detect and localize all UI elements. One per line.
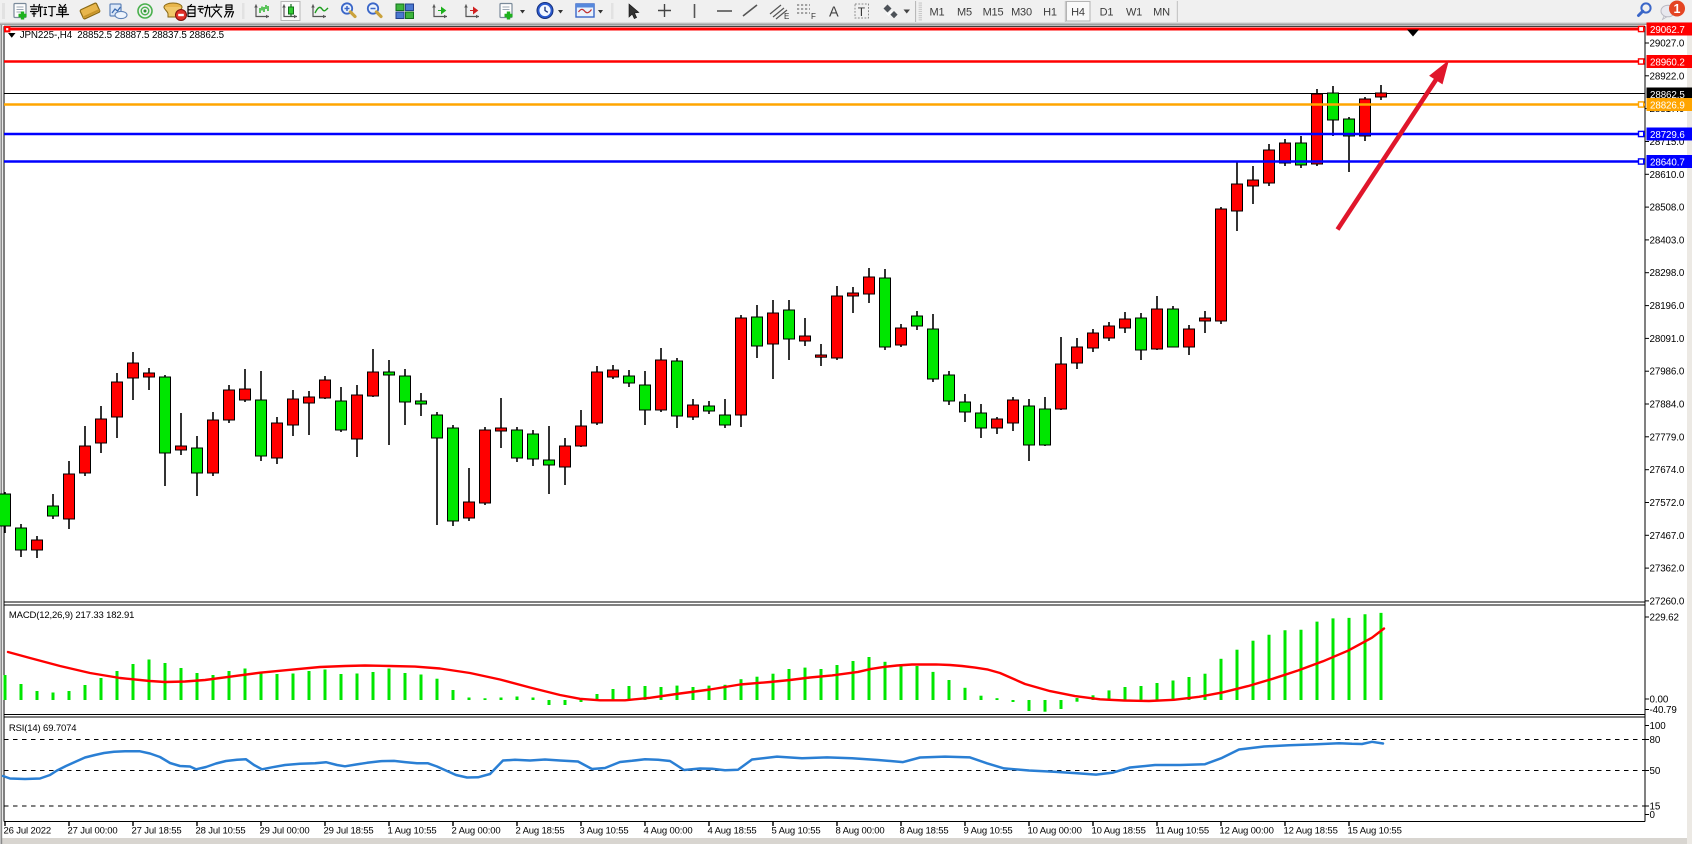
svg-text:4 Aug 18:55: 4 Aug 18:55	[708, 826, 757, 837]
svg-text:1: 1	[1674, 2, 1681, 16]
svg-text:-40.79: -40.79	[1650, 705, 1677, 716]
svg-text:3 Aug 10:55: 3 Aug 10:55	[580, 826, 629, 837]
svg-text:8 Aug 18:55: 8 Aug 18:55	[900, 826, 949, 837]
svg-text:27 Jul 18:55: 27 Jul 18:55	[132, 826, 182, 837]
svg-text:27260.0: 27260.0	[1650, 596, 1685, 607]
svg-text:28960.2: 28960.2	[1650, 57, 1685, 68]
svg-text:28091.0: 28091.0	[1650, 334, 1685, 345]
svg-text:0: 0	[1650, 810, 1656, 821]
svg-text:29 Jul 00:00: 29 Jul 00:00	[260, 826, 310, 837]
svg-text:28403.0: 28403.0	[1650, 235, 1685, 246]
svg-text:28 Jul 10:55: 28 Jul 10:55	[196, 826, 246, 837]
svg-text:M30: M30	[1011, 6, 1032, 18]
svg-text:5 Aug 10:55: 5 Aug 10:55	[772, 826, 821, 837]
svg-text:10 Aug 00:00: 10 Aug 00:00	[1028, 826, 1082, 837]
svg-text:28729.6: 28729.6	[1650, 130, 1685, 141]
svg-text:27674.0: 27674.0	[1650, 465, 1685, 476]
svg-text:29 Jul 18:55: 29 Jul 18:55	[324, 826, 374, 837]
svg-text:E: E	[784, 12, 789, 21]
svg-text:29027.0: 29027.0	[1650, 39, 1685, 50]
svg-text:28922.0: 28922.0	[1650, 71, 1685, 82]
svg-text:100: 100	[1650, 721, 1667, 732]
svg-text:T: T	[858, 5, 866, 19]
svg-text:RSI(14) 69.7074: RSI(14) 69.7074	[9, 723, 76, 734]
svg-text:MN: MN	[1153, 6, 1170, 18]
svg-text:JPN225-,H4 28852.5 28887.5 28: JPN225-,H4 28852.5 28887.5 28837.5 28862…	[20, 30, 225, 41]
svg-text:26 Jul 2022: 26 Jul 2022	[4, 826, 51, 837]
svg-text:28826.9: 28826.9	[1650, 100, 1685, 111]
svg-text:2 Aug 18:55: 2 Aug 18:55	[516, 826, 565, 837]
svg-text:4 Aug 00:00: 4 Aug 00:00	[644, 826, 693, 837]
svg-text:50: 50	[1650, 766, 1661, 777]
svg-text:0.00: 0.00	[1650, 695, 1669, 706]
svg-text:28508.0: 28508.0	[1650, 203, 1685, 214]
svg-text:H4: H4	[1071, 6, 1085, 18]
svg-text:29062.7: 29062.7	[1650, 25, 1685, 36]
svg-text:W1: W1	[1126, 6, 1142, 18]
svg-text:10 Aug 18:55: 10 Aug 18:55	[1092, 826, 1146, 837]
svg-text:8 Aug 00:00: 8 Aug 00:00	[836, 826, 885, 837]
svg-text:M15: M15	[983, 6, 1004, 18]
svg-text:229.62: 229.62	[1650, 613, 1679, 624]
svg-text:1 Aug 10:55: 1 Aug 10:55	[388, 826, 437, 837]
svg-text:H1: H1	[1043, 6, 1057, 18]
svg-text:15 Aug 10:55: 15 Aug 10:55	[1348, 826, 1402, 837]
svg-text:27779.0: 27779.0	[1650, 432, 1685, 443]
svg-text:M5: M5	[957, 6, 972, 18]
svg-text:D1: D1	[1100, 6, 1114, 18]
svg-text:27986.0: 27986.0	[1650, 367, 1685, 378]
svg-text:28196.0: 28196.0	[1650, 301, 1685, 312]
svg-text:2 Aug 00:00: 2 Aug 00:00	[452, 826, 501, 837]
svg-text:28862.5: 28862.5	[1650, 90, 1685, 101]
svg-text:9 Aug 10:55: 9 Aug 10:55	[964, 826, 1013, 837]
svg-text:F: F	[811, 12, 816, 21]
svg-text:A: A	[829, 5, 839, 21]
svg-text:28715.0: 28715.0	[1650, 137, 1685, 148]
svg-text:28298.0: 28298.0	[1650, 268, 1685, 279]
svg-text:27884.0: 27884.0	[1650, 400, 1685, 411]
svg-text:27572.0: 27572.0	[1650, 498, 1685, 509]
svg-text:80: 80	[1650, 735, 1661, 746]
svg-text:M1: M1	[930, 6, 945, 18]
svg-text:12 Aug 00:00: 12 Aug 00:00	[1220, 826, 1274, 837]
svg-text:MACD(12,26,9) 217.33 182.91: MACD(12,26,9) 217.33 182.91	[9, 610, 134, 621]
svg-text:27 Jul 00:00: 27 Jul 00:00	[68, 826, 118, 837]
svg-text:12 Aug 18:55: 12 Aug 18:55	[1284, 826, 1338, 837]
svg-text:28610.0: 28610.0	[1650, 170, 1685, 181]
svg-text:28640.7: 28640.7	[1650, 157, 1685, 168]
svg-text:27362.0: 27362.0	[1650, 564, 1685, 575]
svg-text:15: 15	[1650, 802, 1661, 813]
svg-text:27467.0: 27467.0	[1650, 531, 1685, 542]
svg-text:11 Aug 10:55: 11 Aug 10:55	[1156, 826, 1210, 837]
